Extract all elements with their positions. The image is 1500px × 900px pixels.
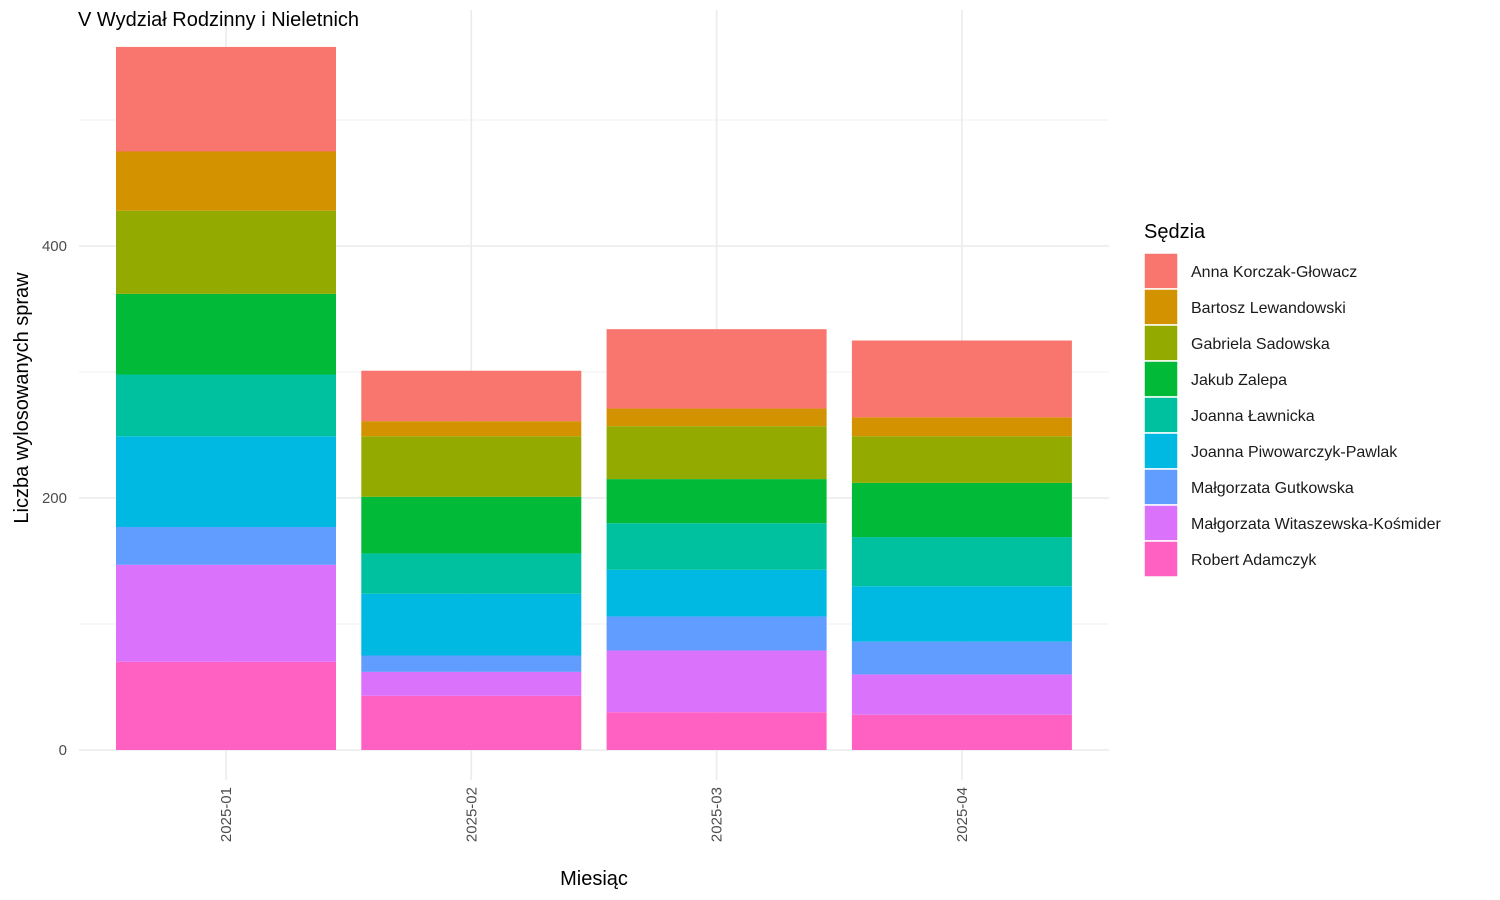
bar-stack [116, 46, 336, 750]
bar-segment [116, 564, 336, 662]
legend-key [1143, 288, 1179, 326]
legend-key [1143, 504, 1179, 542]
legend-label: Jakub Zalepa [1191, 372, 1287, 389]
x-tick-label: 2025-01 [218, 787, 235, 842]
legend-key [1143, 252, 1179, 290]
legend-label: Gabriela Sadowska [1191, 336, 1330, 353]
legend-item: Robert Adamczyk [1143, 540, 1317, 578]
bar-segment [606, 329, 827, 409]
bar-segment [116, 661, 336, 750]
legend-item: Bartosz Lewandowski [1143, 288, 1346, 326]
legend-item: Małgorzata Gutkowska [1143, 468, 1354, 506]
bar-segment [851, 641, 1072, 675]
bar-segment [606, 479, 827, 524]
bar-segment [606, 569, 827, 617]
bar-segment [851, 674, 1072, 715]
legend-key [1143, 396, 1179, 434]
bar-segment [361, 695, 582, 750]
bar-segment [851, 537, 1072, 587]
bar-segment [361, 655, 582, 672]
legend-item: Małgorzata Witaszewska-Kośmider [1143, 504, 1442, 542]
legend-key [1143, 324, 1179, 362]
bar-segment [606, 426, 827, 480]
bar-segment [851, 482, 1072, 538]
legend-label: Robert Adamczyk [1191, 552, 1317, 569]
bar-stack [606, 329, 827, 750]
legend-label: Joanna Ławnicka [1191, 408, 1315, 425]
y-tick-label: 0 [59, 742, 67, 759]
legend-label: Małgorzata Witaszewska-Kośmider [1191, 516, 1442, 533]
legend-label: Joanna Piwowarczyk-Pawlak [1191, 444, 1398, 461]
legend-item: Jakub Zalepa [1143, 360, 1287, 398]
legend-item: Gabriela Sadowska [1143, 324, 1330, 362]
bar-segment [361, 671, 582, 696]
bar-segment [116, 526, 336, 565]
y-tick-label: 200 [42, 490, 67, 507]
bar-segment [361, 370, 582, 422]
legend-item: Joanna Ławnicka [1143, 396, 1315, 434]
bar-segment [116, 374, 336, 437]
bar-segment [361, 436, 582, 497]
bar-segment [116, 210, 336, 294]
bar-segment [361, 593, 582, 656]
bar-segment [851, 417, 1072, 437]
y-axis-title: Liczba wylosowanych spraw [11, 272, 33, 524]
bar-segment [606, 650, 827, 713]
legend-title: Sędzia [1144, 221, 1206, 243]
bar-segment [116, 151, 336, 211]
legend-key [1143, 360, 1179, 398]
bar-segment [361, 553, 582, 594]
bar-stack [851, 340, 1072, 750]
legend-key [1143, 540, 1179, 578]
legend-item: Anna Korczak-Głowacz [1143, 252, 1357, 290]
bar-segment [361, 421, 582, 437]
y-axis-ticks: 0 200 400 [42, 238, 67, 759]
bar-segment [361, 496, 582, 554]
bar-segment [606, 616, 827, 651]
bar-segment [116, 436, 336, 527]
bars [116, 46, 1072, 750]
x-tick-label: 2025-04 [954, 787, 971, 842]
bar-segment [851, 436, 1072, 483]
y-tick-label: 400 [42, 238, 67, 255]
legend-label: Bartosz Lewandowski [1191, 300, 1346, 317]
x-axis-ticks: 2025-01 2025-02 2025-03 2025-04 [218, 787, 971, 842]
legend-label: Małgorzata Gutkowska [1191, 480, 1354, 497]
legend-items: Anna Korczak-Głowacz Bartosz Lewandowski G… [1143, 252, 1442, 578]
bar-segment [606, 408, 827, 427]
bar-segment [851, 714, 1072, 750]
bar-segment [851, 340, 1072, 418]
x-tick-label: 2025-03 [709, 787, 726, 842]
bar-segment [116, 46, 336, 152]
legend-item: Joanna Piwowarczyk-Pawlak [1143, 432, 1398, 470]
legend-key [1143, 468, 1179, 506]
x-tick-label: 2025-02 [463, 787, 480, 842]
bar-stack [361, 370, 582, 750]
bar-segment [851, 586, 1072, 642]
bar-segment [116, 293, 336, 375]
chart-title: V Wydział Rodzinny i Nieletnich [78, 9, 359, 31]
legend-key [1143, 432, 1179, 470]
bar-segment [606, 523, 827, 570]
legend-label: Anna Korczak-Głowacz [1191, 264, 1357, 281]
bar-segment [606, 712, 827, 750]
legend: Sędzia Anna Korczak-Głowacz Bartosz Lewan… [1143, 221, 1442, 578]
x-axis-title: Miesiąc [560, 868, 628, 890]
